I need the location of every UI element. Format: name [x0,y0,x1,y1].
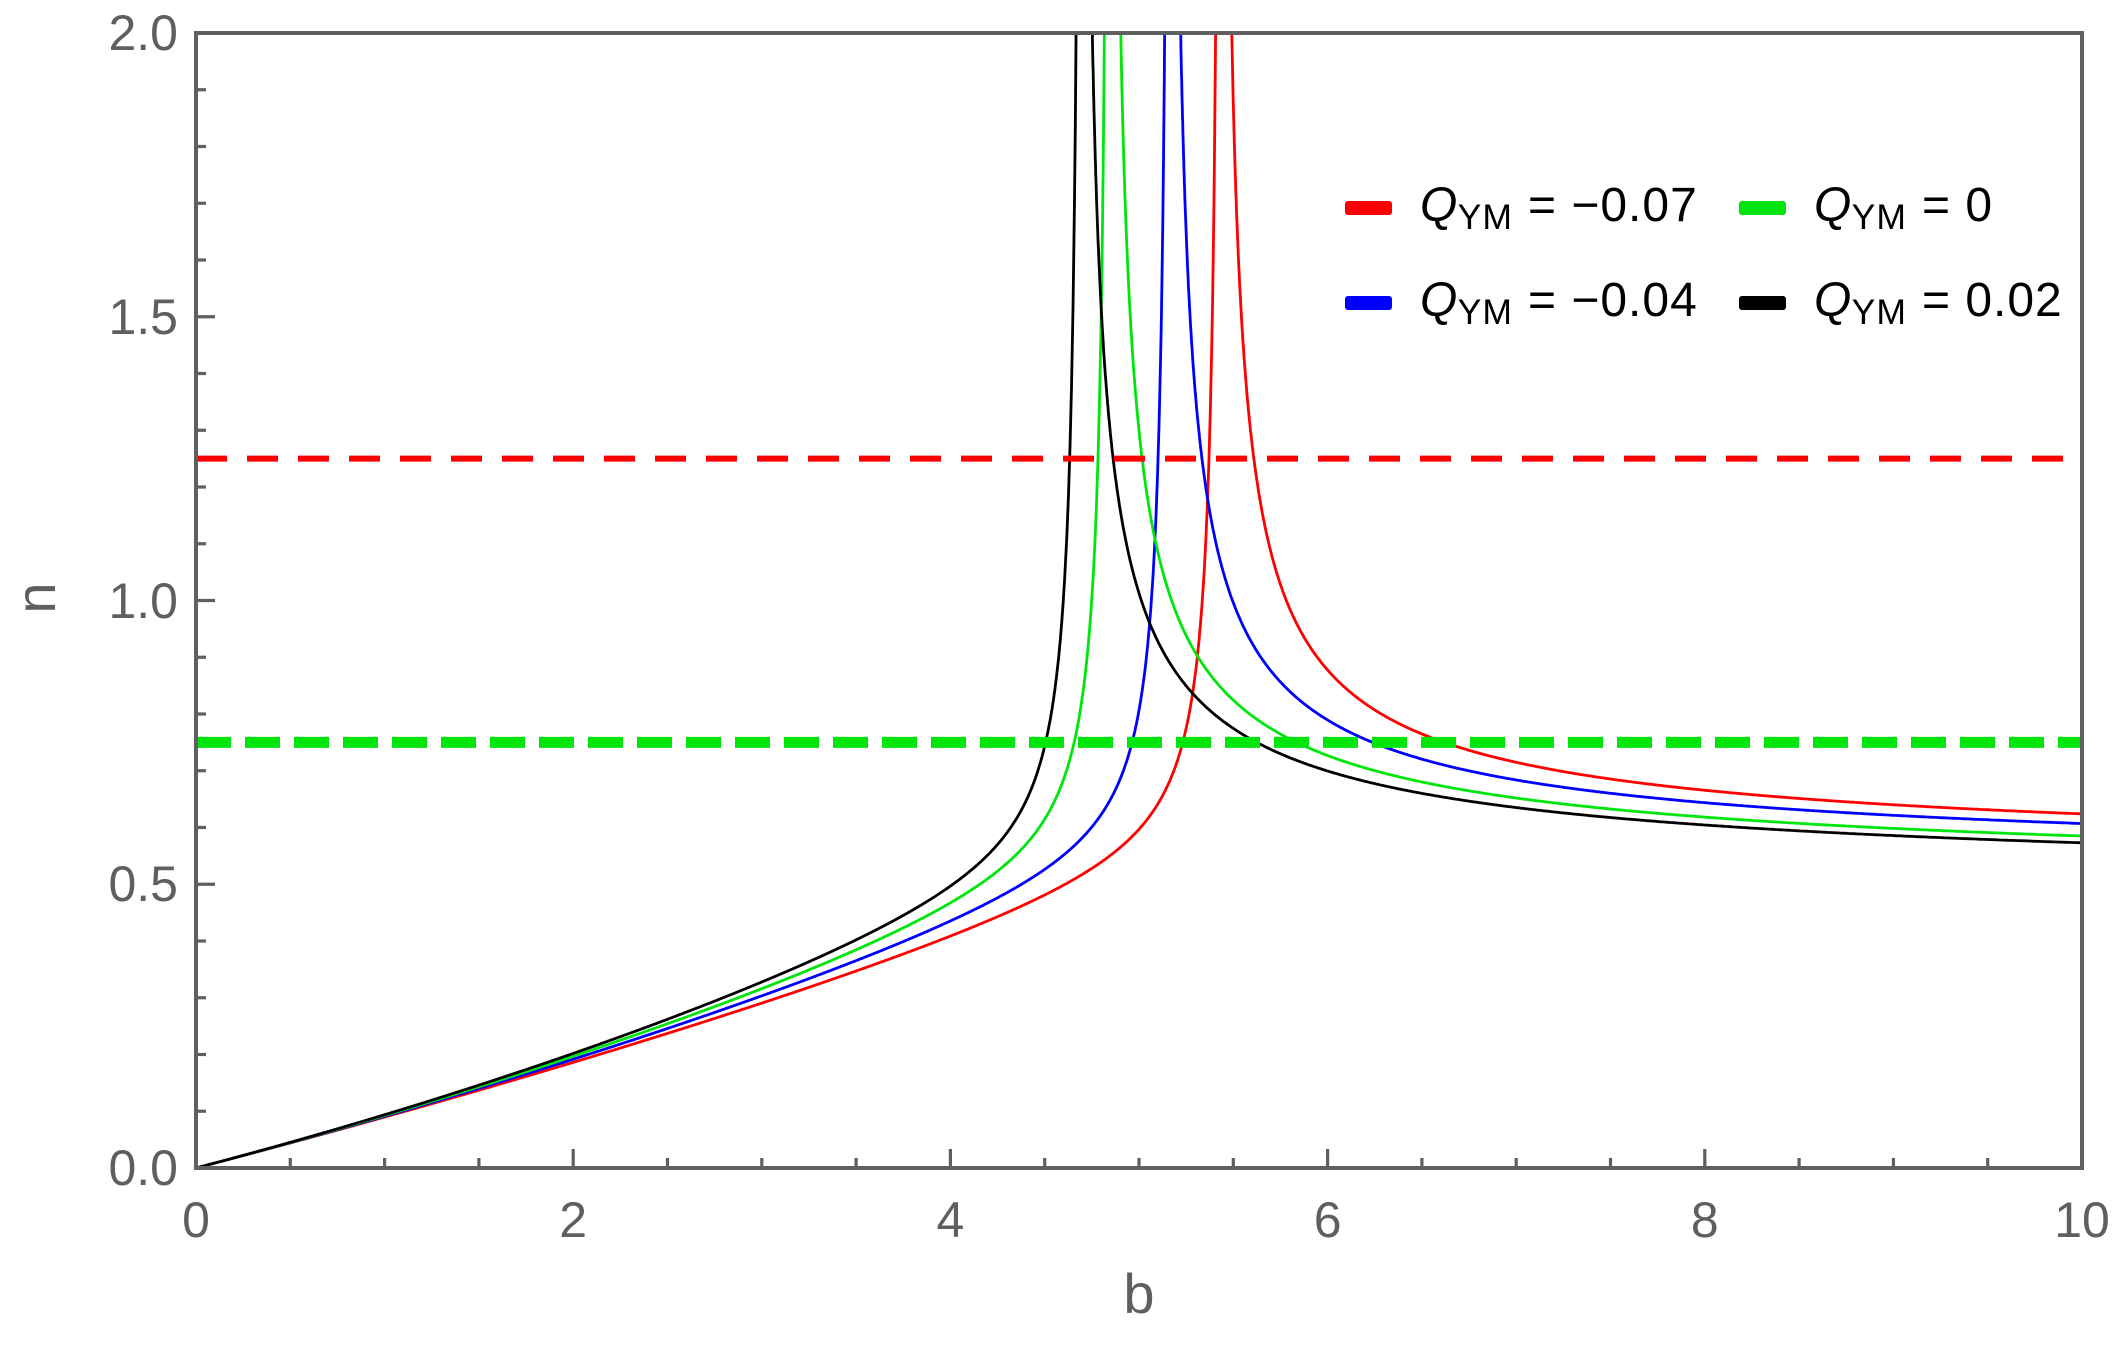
x-tick-label-10: 10 [2054,1192,2110,1248]
legend-value-text: = −0.07 [1513,179,1698,232]
y-tick-label-1.0: 1.0 [108,572,178,629]
legend-label-green: QYM = 0 [1814,179,1994,237]
legend-q-symbol: Q [1814,179,1853,232]
legend-item-red: QYM = −0.07 [1345,179,1739,237]
y-tick-label-2.0: 2.0 [108,5,178,61]
legend-value-text: = −0.04 [1513,274,1698,327]
x-tick-label-2: 2 [559,1192,588,1248]
legend-q-subscript: YM [1457,196,1513,237]
curve-black [196,33,2082,1168]
y-tick-label-1.5: 1.5 [108,288,178,345]
legend-label-black: QYM = 0.02 [1814,274,2063,332]
legend-q-subscript: YM [1851,291,1907,332]
legend-label-blue: QYM = −0.04 [1420,274,1698,332]
x-tick-label-0: 0 [182,1192,210,1248]
x-tick-label-4: 4 [936,1192,965,1248]
y-tick-label-0.0: 0.0 [108,1140,178,1196]
legend-q-symbol: Q [1420,274,1459,327]
axis-ticks [196,88,1990,1168]
legend-item-blue: QYM = −0.04 [1345,274,1739,332]
legend-q-subscript: YM [1457,291,1513,332]
x-tick-label-8: 8 [1690,1192,1719,1248]
legend-swatch-green [1739,200,1786,215]
legend-value-text: = 0 [1907,179,1994,232]
legend-swatch-red [1345,200,1392,215]
legend-item-green: QYM = 0 [1739,179,2063,237]
x-tick-label-6: 6 [1313,1192,1342,1248]
curves-group [196,33,2082,1168]
legend-q-symbol: Q [1814,274,1853,327]
legend-item-black: QYM = 0.02 [1739,274,2063,332]
legend: QYM = −0.07 QYM = 0 QYM = −0.04 QYM = 0.02 [1345,160,2063,350]
y-tick-label-0.5: 0.5 [108,856,178,913]
legend-value-text: = 0.02 [1907,274,2063,327]
y-axis-label: n [4,582,67,614]
x-axis-label: b [1123,1262,1155,1325]
legend-label-red: QYM = −0.07 [1420,179,1698,237]
legend-swatch-black [1739,295,1786,310]
legend-swatch-blue [1345,295,1392,310]
legend-q-symbol: Q [1420,179,1459,232]
legend-q-subscript: YM [1851,196,1907,237]
